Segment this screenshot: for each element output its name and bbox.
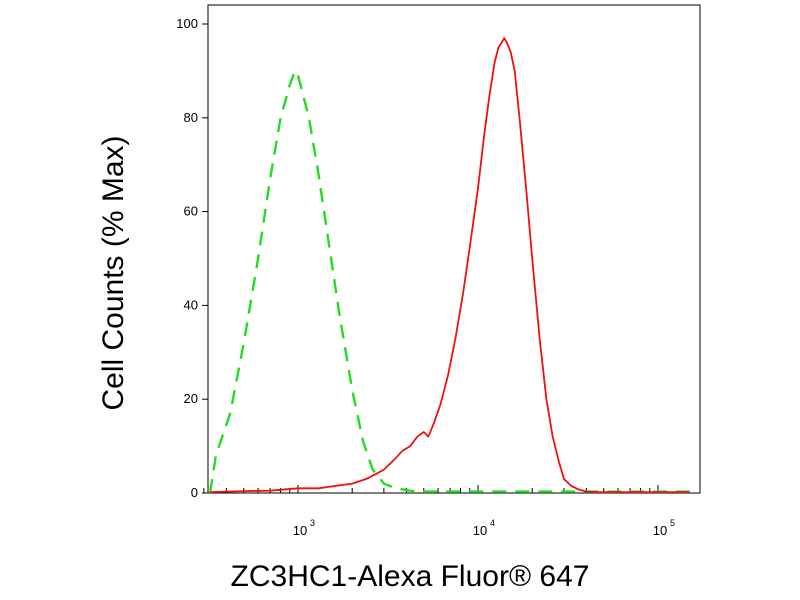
x-tick-base: 10 — [293, 523, 307, 538]
x-tick-label: 10 3 — [293, 518, 315, 538]
series-layer — [208, 37, 690, 494]
series-line-sample — [209, 37, 690, 494]
y-tick-label: 0 — [191, 485, 198, 500]
x-axis-title: ZC3HC1-Alexa Fluor® 647 — [231, 560, 590, 593]
x-tick-exponent: 3 — [310, 518, 315, 528]
y-axis-ticks: 0 20 40 60 80 100 — [176, 16, 208, 500]
y-tick-label: 80 — [184, 110, 198, 125]
x-tick-base: 10 — [653, 523, 667, 538]
plot-frame — [207, 4, 701, 494]
x-tick-label: 10 5 — [653, 518, 675, 538]
y-tick-label: 20 — [184, 391, 198, 406]
x-tick-base: 10 — [473, 523, 487, 538]
y-axis-title: Cell Counts (% Max) — [97, 135, 130, 410]
y-tick-label: 60 — [184, 204, 198, 219]
y-tick-label: 100 — [176, 16, 198, 31]
series-line-control — [208, 69, 690, 494]
x-tick-label: 10 4 — [473, 518, 495, 538]
x-axis-ticks: 10 3 10 4 10 5 — [203, 485, 675, 538]
y-tick-label: 40 — [184, 297, 198, 312]
x-tick-exponent: 4 — [490, 518, 495, 528]
x-tick-exponent: 5 — [670, 518, 675, 528]
plot-border — [207, 4, 701, 494]
